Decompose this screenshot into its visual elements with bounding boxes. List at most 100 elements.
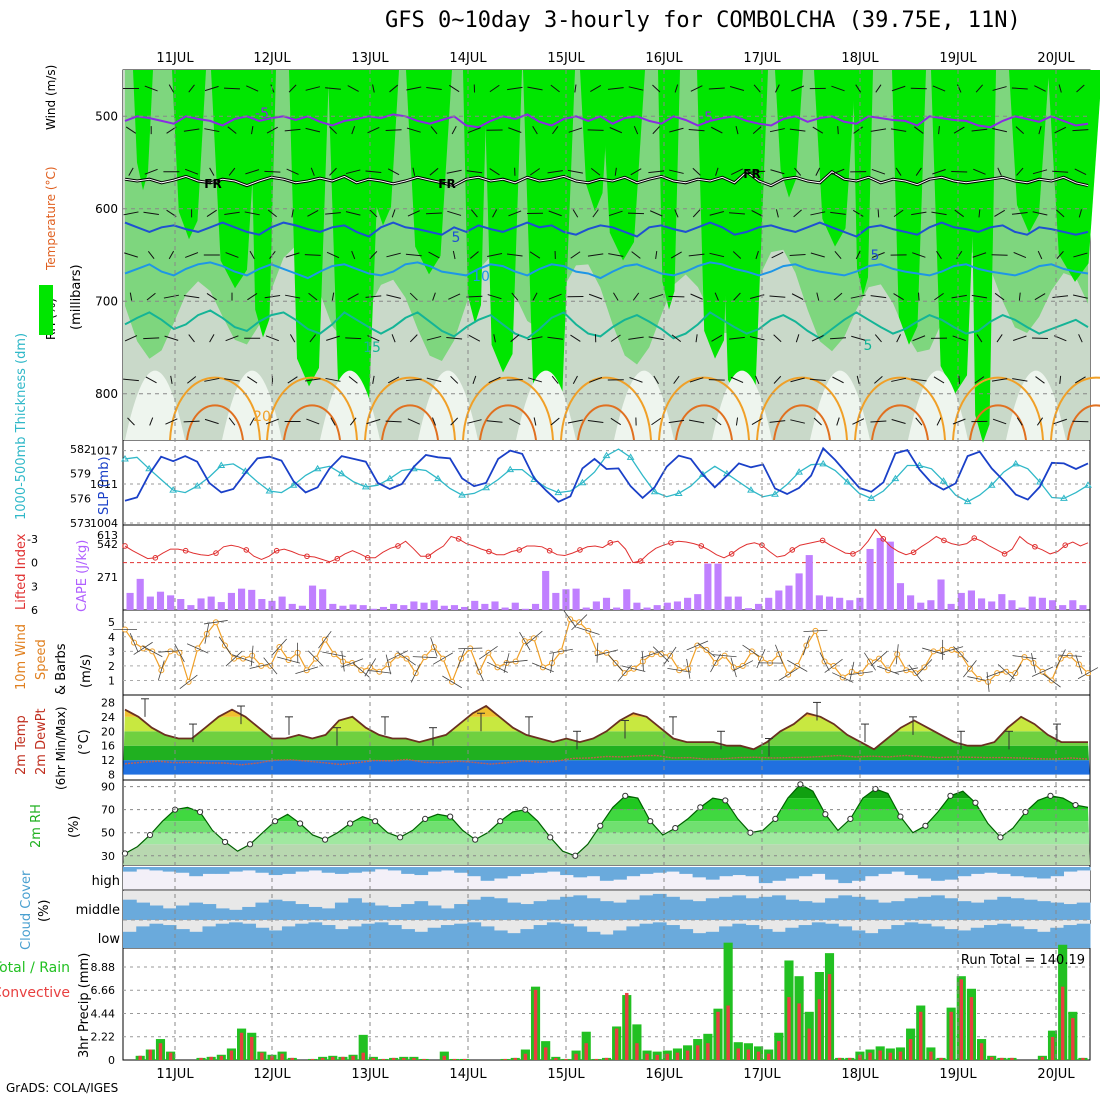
wind-barb	[934, 292, 944, 301]
wind-barb	[1078, 334, 1083, 343]
wind-barb	[992, 86, 1007, 91]
wind-barb	[349, 417, 357, 426]
cloud-bar-low	[639, 923, 654, 948]
cloud-bar-high	[758, 867, 773, 884]
surface-wind-barb	[174, 643, 185, 663]
thickness-point	[867, 494, 876, 501]
cape-bar	[846, 600, 854, 610]
wind-barb	[508, 127, 522, 133]
precip-convective-bar	[665, 1053, 670, 1060]
surface-wind-barb	[787, 659, 808, 672]
wind-barb	[532, 292, 538, 301]
temp-contour-25	[479, 404, 537, 441]
temp-contour-20	[560, 376, 652, 441]
wind-barb	[816, 292, 820, 301]
thickness-point	[385, 474, 394, 482]
cloud-bar-high	[454, 867, 468, 873]
surface-wind-barb	[756, 649, 766, 669]
wind-barb	[345, 211, 361, 216]
cloud-bar-low	[149, 923, 164, 948]
thickness-point	[361, 482, 370, 490]
precip-convective-bar	[148, 1049, 153, 1060]
temp-contour-minus5	[124, 113, 1089, 129]
cloud-bar-middle	[931, 895, 945, 920]
precip-convective-bar	[219, 1055, 224, 1060]
cloud-bar-middle	[878, 902, 892, 920]
wind-barb	[877, 209, 880, 218]
cloud-bar-high	[878, 867, 892, 874]
cloud-bar-middle	[308, 906, 323, 920]
wind-barb	[1011, 211, 1028, 215]
thickness-point	[747, 486, 755, 493]
wind-barb	[1038, 126, 1042, 135]
rh-point	[647, 818, 654, 825]
wind-barb	[938, 126, 940, 135]
wind-barb	[809, 378, 826, 381]
wind-barb	[912, 335, 926, 342]
wind-barb	[1075, 376, 1086, 384]
precip-convective-bar	[969, 997, 974, 1060]
surface-wind-barb	[1031, 653, 1036, 673]
date-label-top: 18JUL	[841, 51, 879, 66]
wind-barb	[365, 295, 382, 298]
surface-wind-barb	[186, 643, 209, 654]
thickness-point	[987, 481, 996, 488]
wind-barb	[508, 210, 522, 217]
pressure-axis-label: (millibars)	[69, 264, 84, 330]
wind-barb	[592, 209, 599, 218]
cape-bar	[400, 605, 408, 610]
rh-point	[822, 811, 829, 818]
wind-barb	[587, 129, 604, 131]
surface-wind-barb	[503, 653, 510, 673]
wind-barb	[652, 126, 660, 135]
cloud-bar-middle	[679, 899, 694, 920]
wind-barb	[971, 128, 988, 132]
wind-barb	[794, 167, 802, 176]
wind-barb	[407, 418, 420, 425]
temp-contour-20	[756, 376, 848, 441]
wind-barb	[1016, 167, 1024, 176]
surface-wind-barb	[341, 658, 364, 668]
temp-contour-25	[283, 404, 341, 441]
wind-barb	[409, 334, 418, 343]
cloud-bar-middle	[586, 898, 601, 920]
surface-wind-barb	[608, 654, 623, 672]
lifted-point	[243, 547, 250, 553]
cape-bar	[947, 603, 955, 610]
cloud-bar-middle	[255, 902, 270, 920]
wind-barb	[548, 293, 562, 300]
wind-barb	[609, 127, 623, 134]
cloud-bar-low	[666, 925, 680, 948]
wind-barb	[1034, 85, 1046, 92]
wind-barb	[188, 84, 195, 93]
cloud-bar-low	[308, 922, 323, 948]
cloud-bar-low	[719, 926, 733, 948]
temp-contour-5	[124, 221, 1089, 238]
cloud-bar-middle	[136, 902, 150, 920]
cape-bar	[673, 601, 682, 610]
wind-barb	[996, 334, 1003, 343]
cape-bar	[227, 592, 236, 610]
rh-point	[897, 813, 904, 820]
cape-bar	[836, 597, 844, 610]
cloud-bar-low	[162, 925, 177, 948]
rh-saturated-plume	[328, 70, 382, 436]
wind-barb	[692, 209, 701, 218]
wind-barb	[209, 334, 215, 343]
wind-barb	[405, 378, 422, 382]
wind-barb	[628, 336, 644, 340]
wind-barb	[689, 377, 704, 383]
wind-barb	[810, 252, 825, 258]
wind-barb	[345, 169, 361, 175]
wind-barb	[891, 85, 906, 92]
cloud-bar-low	[1010, 926, 1025, 948]
lifted-point	[516, 547, 523, 553]
wind-barb	[492, 209, 498, 218]
wind-barb	[608, 253, 624, 257]
surface-wind-barb	[218, 636, 232, 655]
surface-wind-barb	[848, 671, 873, 676]
wind-barb	[811, 335, 824, 342]
cloud-bar-high	[493, 867, 508, 879]
wind-barb	[224, 87, 240, 90]
surface-wind-barb	[1057, 654, 1082, 657]
